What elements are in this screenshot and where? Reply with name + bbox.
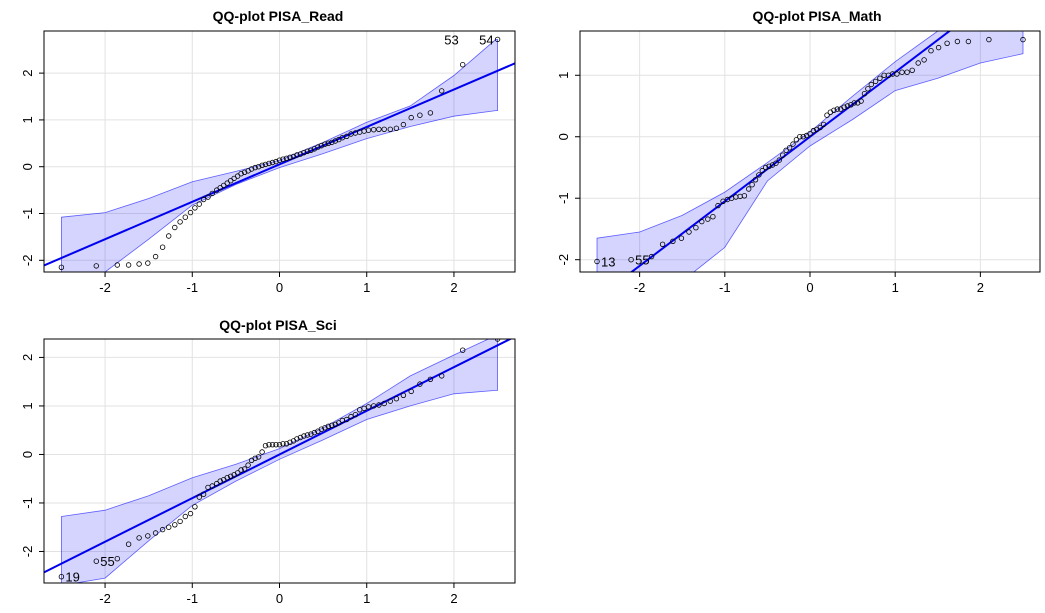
y-tick-label: 0 [20,163,35,170]
x-tick-label: 0 [276,591,283,606]
data-point [178,519,183,524]
x-tick-label: 1 [363,280,370,295]
y-tick-label: 2 [20,354,35,361]
x-tick-label: 1 [892,280,899,295]
data-point [160,245,165,250]
x-tick-label: 2 [977,280,984,295]
x-tick-label: -2 [99,280,111,295]
data-point [178,220,183,225]
y-tick-label: -1 [556,192,571,204]
point-label: 13 [601,255,615,270]
x-tick-label: 1 [363,591,370,606]
point-label: 19 [65,570,79,585]
data-point [460,62,465,67]
y-tick-label: 2 [20,69,35,76]
x-tick-label: -1 [719,280,731,295]
x-tick-label: -1 [186,591,198,606]
chart-title: QQ-plot PISA_Math [752,8,881,24]
y-tick-label: -2 [20,546,35,558]
chart-title: QQ-plot PISA_Sci [219,317,336,333]
chart-title: QQ-plot PISA_Read [213,8,344,24]
data-point [193,206,198,211]
x-tick-label: 2 [450,591,457,606]
data-point [173,523,178,528]
data-point [166,525,171,530]
data-point [197,202,202,207]
data-point [173,225,178,230]
x-tick-label: -1 [186,280,198,295]
y-tick-label: 0 [20,451,35,458]
point-label: 54 [479,32,493,47]
point-label: 53 [444,32,458,47]
data-point [183,215,188,220]
x-tick-label: 2 [450,280,457,295]
x-tick-label: -2 [99,591,111,606]
y-tick-label: -1 [20,497,35,509]
y-tick-label: -2 [556,254,571,266]
data-point [166,234,171,239]
x-tick-label: 0 [806,280,813,295]
data-point [126,263,131,268]
data-point [183,514,188,519]
data-point [115,263,120,268]
plot-area: 13 55 [580,0,1040,311]
x-tick-label: -2 [634,280,646,295]
qq-panel-math: QQ-plot PISA_Math 13 55 -2 -1 0 1 2 -2 -1 0 1 [556,0,1040,311]
point-label: 55 [100,554,114,569]
qq-panel-read: QQ-plot PISA_Read 53 54 -2 -1 0 1 2 -2 -1 0 1 2 [20,8,515,295]
y-tick-label: -2 [20,255,35,267]
y-tick-label: 0 [556,133,571,140]
y-tick-label: 1 [556,72,571,79]
y-tick-label: -1 [20,208,35,220]
plot-area: 53 54 [44,31,515,272]
data-point [260,450,265,455]
data-point [146,261,151,266]
data-point [153,254,158,259]
data-point [193,505,198,510]
x-tick-label: 0 [276,280,283,295]
y-tick-label: 1 [20,116,35,123]
point-label: 55 [635,253,649,268]
y-tick-label: 1 [20,402,35,409]
data-point [137,262,142,267]
